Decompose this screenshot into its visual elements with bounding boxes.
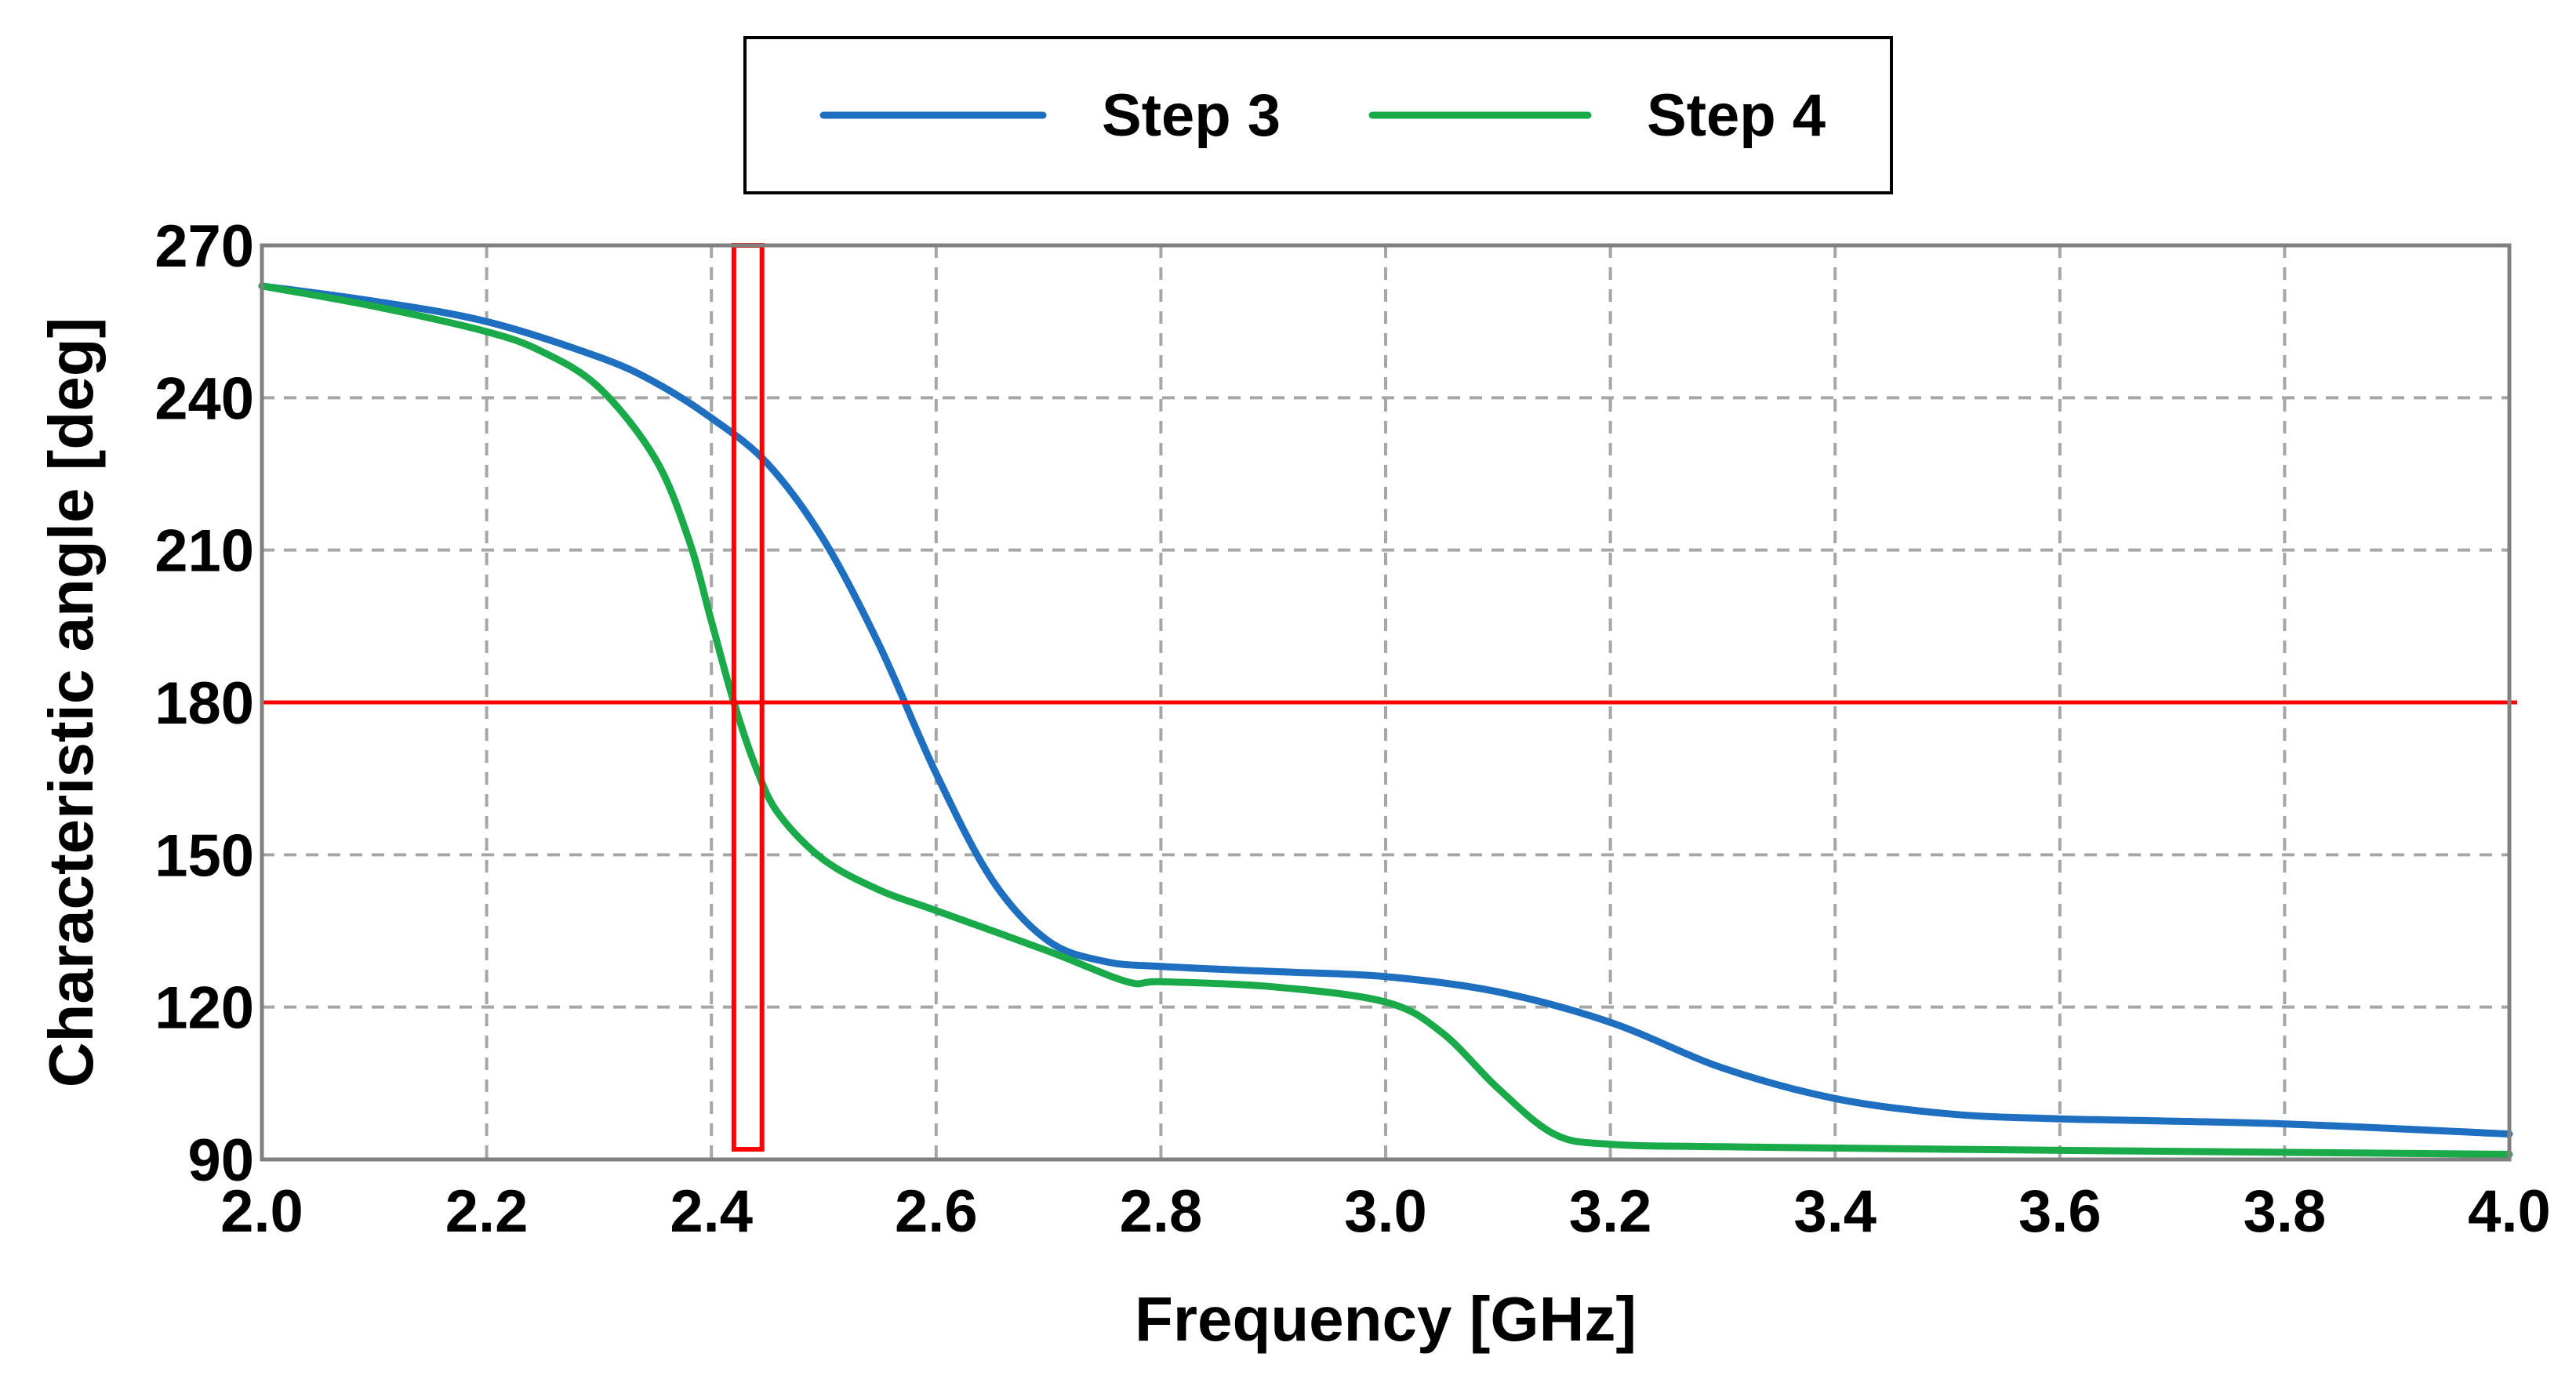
series-line-step-4 — [258, 282, 2513, 1158]
legend-label-step-4: Step 4 — [1647, 82, 1826, 149]
y-tick-label: 90 — [187, 1127, 254, 1194]
series-layer — [258, 282, 2513, 1158]
x-tick-label: 2.0 — [220, 1178, 303, 1245]
x-tick-label: 3.4 — [1793, 1178, 1877, 1245]
x-tick-label: 3.8 — [2244, 1178, 2327, 1245]
y-tick-label: 270 — [154, 213, 254, 280]
x-tick-label: 2.8 — [1120, 1178, 1203, 1245]
y-axis-ticks: 90 120 150 180 210 240 270 — [154, 213, 254, 1194]
x-tick-label: 3.0 — [1344, 1178, 1427, 1245]
y-tick-label: 150 — [154, 822, 254, 889]
y-tick-label: 240 — [154, 365, 254, 432]
series-line-step-3 — [258, 282, 2513, 1138]
annotation-layer — [262, 243, 2517, 1152]
y-tick-label: 120 — [154, 975, 254, 1042]
x-axis-title: Frequency [GHz] — [1135, 1284, 1637, 1354]
legend: Step 3 Step 4 — [743, 36, 1893, 194]
x-tick-label: 2.2 — [445, 1178, 529, 1245]
x-tick-label: 4.0 — [2468, 1178, 2551, 1245]
x-tick-label: 2.4 — [670, 1178, 753, 1245]
y-tick-label: 180 — [154, 670, 254, 737]
x-tick-label: 3.2 — [1569, 1178, 1652, 1245]
y-tick-label: 210 — [154, 518, 254, 585]
x-tick-label: 3.6 — [2018, 1178, 2102, 1245]
x-axis-ticks: 2.0 2.2 2.4 2.6 2.8 3.0 3.2 3.4 3.6 3.8 4.0 — [220, 1178, 2551, 1245]
plot-frame — [260, 243, 2512, 1162]
legend-label-step-3: Step 3 — [1102, 82, 1281, 149]
x-tick-label: 2.6 — [895, 1178, 978, 1245]
y-axis-title: Characteristic angle [deg] — [36, 317, 106, 1088]
highlight-rectangle — [731, 243, 765, 1152]
